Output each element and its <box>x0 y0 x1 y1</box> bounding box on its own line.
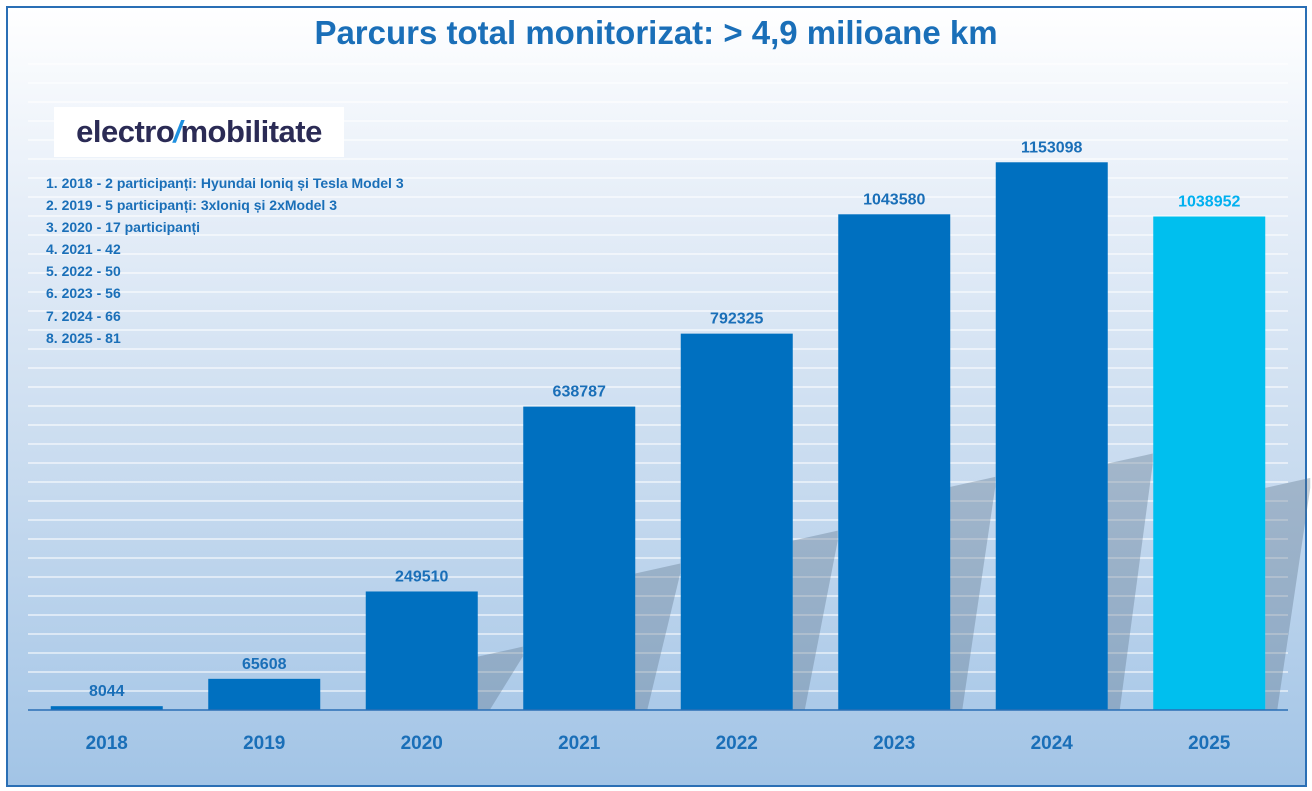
note-item: 3. 2020 - 17 participanți <box>46 219 201 236</box>
bar-shadow <box>792 530 838 710</box>
note-item: 1. 2018 - 2 participanți: Hyundai Ioniq … <box>46 175 404 191</box>
note-item: 6. 2023 - 56 <box>46 285 121 302</box>
x-tick-label: 2018 <box>86 733 128 754</box>
data-label: 249510 <box>395 568 448 585</box>
bar-2020 <box>365 591 478 710</box>
lightning-bolt-icon: / <box>173 114 182 149</box>
bar-shadow <box>635 563 681 710</box>
data-label: 8044 <box>89 683 125 700</box>
data-label: 65608 <box>242 656 287 673</box>
bars <box>50 162 1311 710</box>
bar-2023 <box>838 214 951 710</box>
data-labels: 8044 65608 249510 638787 792325 1043580 115309… <box>89 139 1241 700</box>
x-tick-label: 2021 <box>558 733 601 754</box>
bar-2025 <box>1153 216 1266 710</box>
note-item: 7. 2024 - 66 <box>46 307 121 324</box>
x-tick-label: 2025 <box>1188 733 1231 754</box>
note-item: 8. 2025 - 81 <box>46 329 121 346</box>
note-item: 2. 2019 - 5 participanți: 3xIoniq și 2xM… <box>46 197 337 214</box>
logo-text-right: mobilitate <box>180 114 322 149</box>
bar-2021 <box>523 406 636 710</box>
data-label: 1043580 <box>863 191 925 208</box>
electromobilitate-logo: electro / mobilitate <box>54 107 344 157</box>
bar-2018 <box>50 706 163 710</box>
x-tick-label: 2019 <box>243 733 285 754</box>
bar-2022 <box>680 333 793 710</box>
x-tick-label: 2022 <box>716 733 758 754</box>
data-label: 638787 <box>553 384 606 401</box>
x-tick-label: 2023 <box>873 733 915 754</box>
x-tick-label: 2024 <box>1031 733 1074 754</box>
bar-2019 <box>208 678 321 710</box>
bar-shadow <box>1107 453 1153 710</box>
bar-shadow <box>950 476 996 710</box>
logo-text-left: electro <box>76 114 175 149</box>
bar-shadow <box>1265 477 1311 710</box>
data-label: 1038952 <box>1178 193 1240 210</box>
participants-notes: 1. 2018 - 2 participanți: Hyundai Ioniq … <box>46 172 404 349</box>
data-label: 792325 <box>710 311 763 328</box>
x-tick-label: 2020 <box>401 733 443 754</box>
note-item: 4. 2021 - 42 <box>46 241 121 258</box>
bar-shadow <box>477 646 523 710</box>
data-label: 1153098 <box>1021 139 1083 156</box>
x-axis-ticks: 2018 2019 2020 2021 2022 2023 2024 2025 <box>86 733 1231 754</box>
note-item: 5. 2022 - 50 <box>46 263 121 280</box>
chart-title: Parcurs total monitorizat: > 4,9 milioan… <box>314 14 998 51</box>
bar-2024 <box>995 162 1108 710</box>
